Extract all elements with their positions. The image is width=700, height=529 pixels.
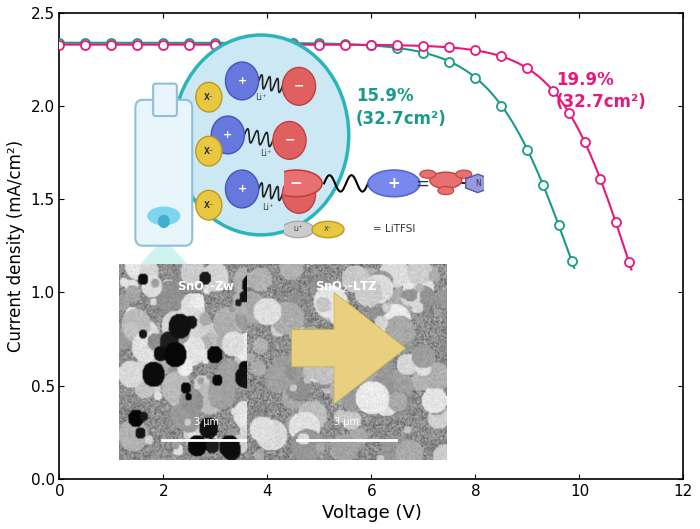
X-axis label: Voltage (V): Voltage (V) <box>321 504 421 522</box>
Polygon shape <box>292 293 406 404</box>
Text: 19.9%
(32.7cm²): 19.9% (32.7cm²) <box>556 71 647 111</box>
Y-axis label: Current density (mA/cm²): Current density (mA/cm²) <box>7 140 25 352</box>
Text: 15.9%
(32.7cm²): 15.9% (32.7cm²) <box>356 87 447 127</box>
